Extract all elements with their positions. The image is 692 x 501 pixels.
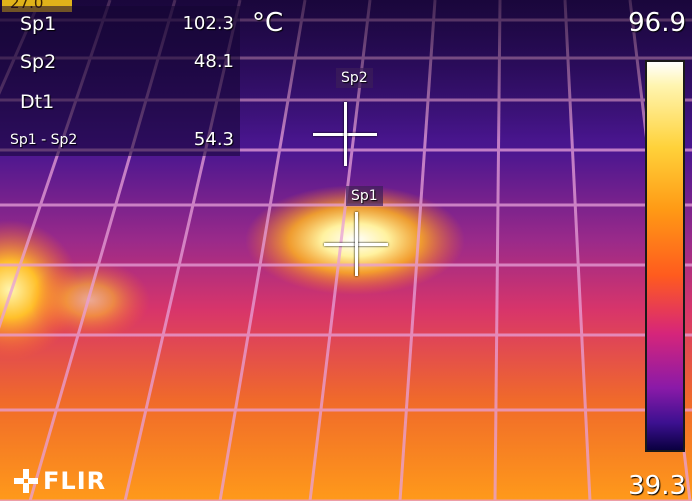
measurement-label: Dt1 <box>20 91 55 113</box>
spot-crosshair-sp1[interactable] <box>324 212 388 276</box>
measurement-label: Sp1 <box>20 13 57 35</box>
measurement-value: 102.3 <box>182 13 234 34</box>
spot-crosshair-sp2[interactable] <box>313 102 377 166</box>
scale-min-value: 39.3 <box>628 471 686 501</box>
measurement-table: Sp1 102.3 Sp2 48.1 Dt1 Sp1 - Sp2 54.3 <box>0 6 240 156</box>
measurement-label: Sp1 - Sp2 <box>10 132 78 148</box>
measurement-row: Dt1 <box>0 84 240 120</box>
brand-name: FLIR <box>43 467 107 495</box>
unit-label: °C <box>252 8 284 38</box>
spot-label-sp1: Sp1 <box>346 186 383 206</box>
flir-logo-icon <box>12 467 40 495</box>
crosshair-vertical <box>355 212 358 276</box>
measurement-row: Sp2 48.1 <box>0 44 240 80</box>
spot-label-sp2: Sp2 <box>336 68 373 88</box>
measurement-row: Sp1 - Sp2 54.3 <box>0 122 240 158</box>
measurement-value: 54.3 <box>193 129 234 150</box>
measurement-value: 48.1 <box>193 51 234 72</box>
measurement-label: Sp2 <box>20 51 57 73</box>
flir-logo: FLIR <box>12 467 106 495</box>
scale-max-value: 96.9 <box>628 8 686 38</box>
temperature-scale-bar <box>645 60 685 452</box>
crosshair-vertical <box>344 102 347 166</box>
measurement-row: Sp1 102.3 <box>0 6 240 42</box>
